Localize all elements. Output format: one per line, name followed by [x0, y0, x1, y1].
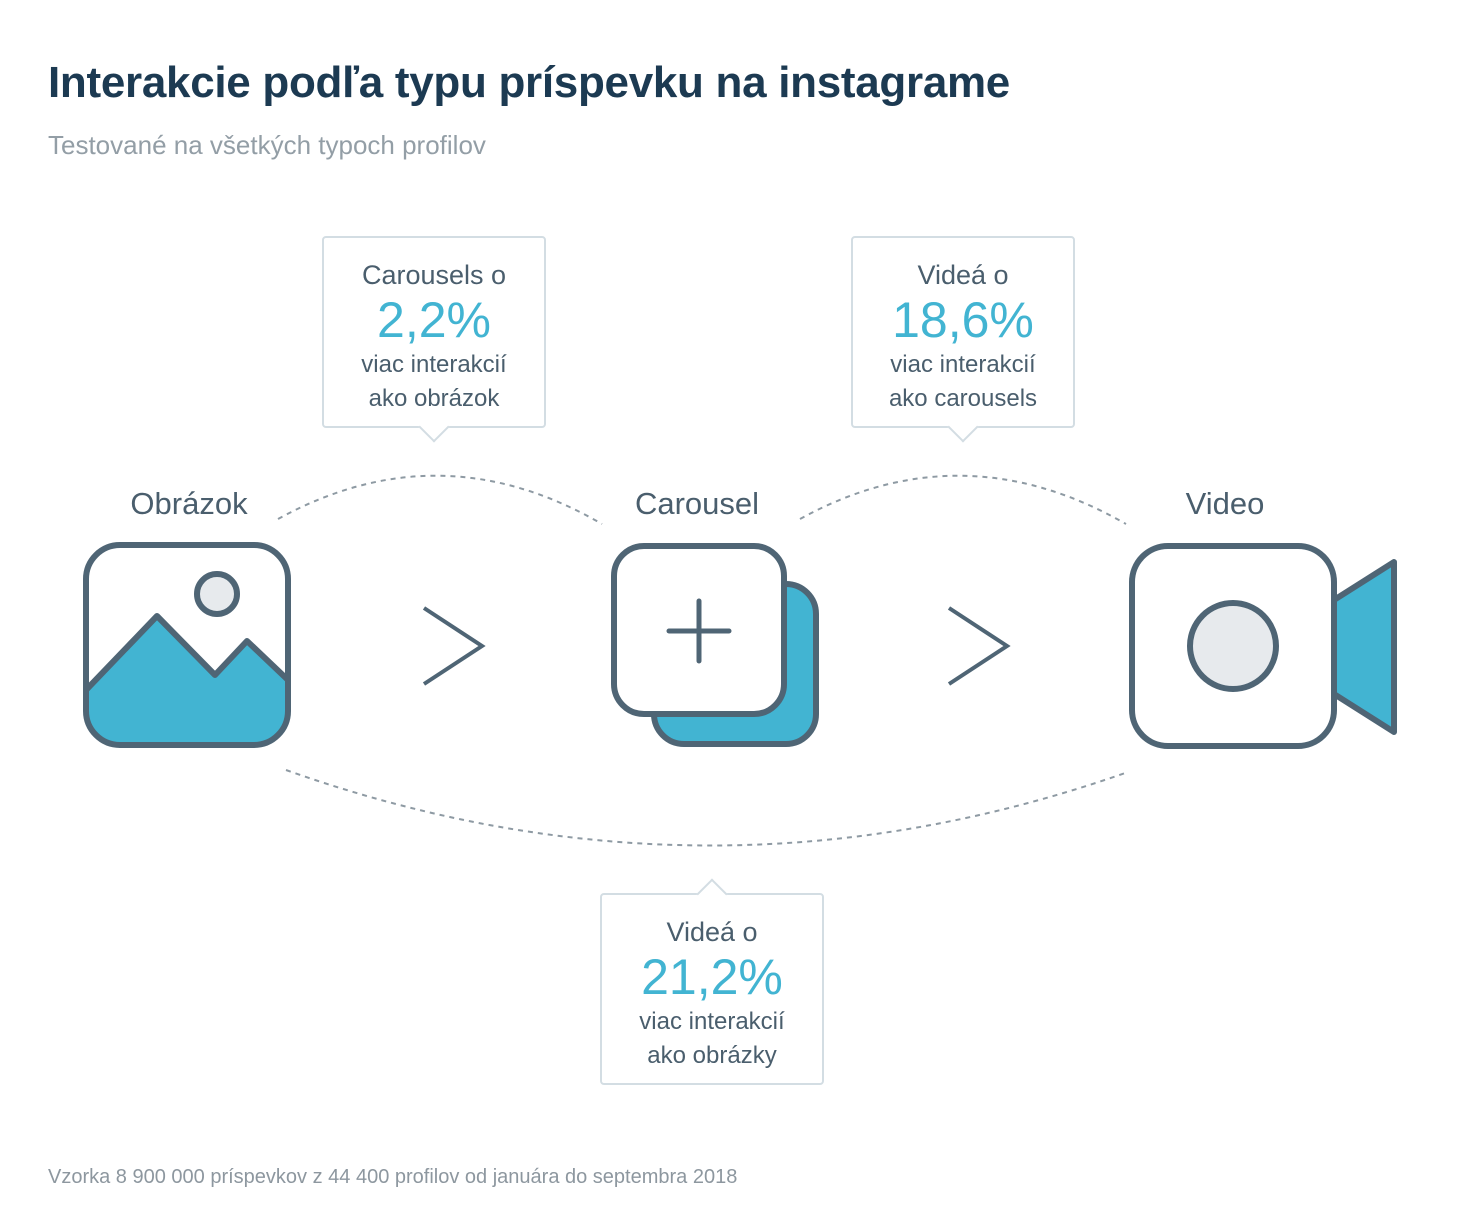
carousel-icon — [611, 543, 819, 747]
callout-line: viac interakcií — [639, 1008, 785, 1035]
connector-arc-image-video — [285, 769, 1129, 847]
callout-video-vs-image: Videá o 21,2% viac interakcií ako obrázk… — [600, 893, 824, 1085]
sample-note: Vzorka 8 900 000 príspevkov z 44 400 pro… — [48, 1166, 738, 1188]
callout-video-vs-carousel: Videá o 18,6% viac interakcií ako carous… — [851, 236, 1075, 428]
callout-percentage: 18,6% — [892, 292, 1034, 348]
video-camera-icon — [1129, 543, 1397, 749]
page-subtitle: Testované na všetkých typoch profilov — [48, 130, 486, 160]
image-icon — [83, 542, 291, 748]
callout-line: viac interakcií — [361, 351, 507, 378]
callout-percentage: 21,2% — [641, 949, 783, 1005]
callout-line: ako carousels — [888, 385, 1038, 412]
node-label-image: Obrázok — [130, 486, 248, 521]
node-label-video: Video — [1185, 486, 1265, 521]
callout-line: ako obrázok — [368, 385, 500, 412]
chevron-right-icon — [947, 606, 1011, 686]
callout-intro: Carousels o — [361, 260, 507, 290]
connector-arc-carousel-video — [799, 474, 1127, 525]
chevron-right-icon — [422, 606, 486, 686]
node-label-carousel: Carousel — [634, 486, 760, 521]
page-title: Interakcie podľa typu príspevku na insta… — [48, 58, 1010, 107]
callout-intro: Videá o — [917, 260, 1009, 290]
callout-percentage: 2,2% — [377, 292, 491, 348]
callout-line: viac interakcií — [890, 351, 1036, 378]
callout-line: ako obrázky — [647, 1042, 777, 1069]
callout-intro: Videá o — [666, 917, 758, 947]
connector-arc-image-carousel — [277, 474, 603, 525]
callout-carousel-vs-image: Carousels o 2,2% viac interakcií ako obr… — [322, 236, 546, 428]
